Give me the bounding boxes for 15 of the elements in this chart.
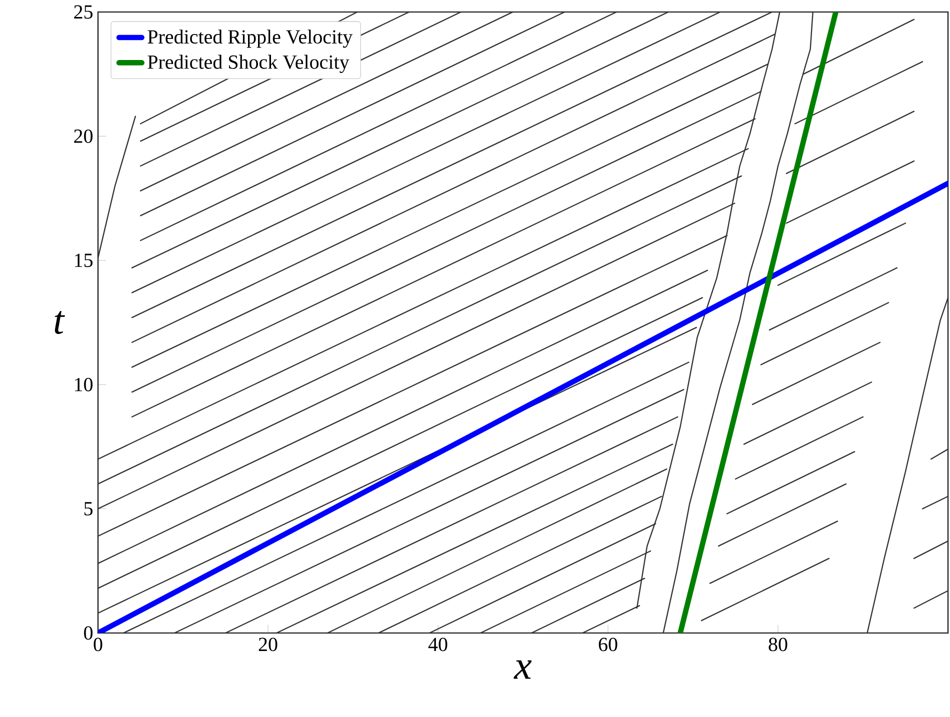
x-tick-label: 20: [258, 638, 278, 652]
y-tick-label: 20: [74, 129, 93, 143]
x-tick-label: 60: [598, 638, 618, 652]
x-axis-title: x: [514, 660, 532, 679]
y-axis-title: t: [54, 311, 65, 334]
y-tick-label: 10: [75, 378, 93, 392]
y-tick-label: 0: [84, 626, 93, 640]
x-tick-label: 40: [428, 638, 448, 652]
legend-label: Predicted Shock Velocity: [148, 54, 350, 73]
legend-label: Predicted Ripple Velocity: [148, 30, 353, 48]
y-tick-label: 15: [75, 254, 93, 268]
y-tick-label: 5: [84, 502, 93, 516]
y-tick-label: 25: [74, 5, 93, 19]
x-tick-label: 80: [768, 638, 788, 652]
x-tick-label: 0: [94, 638, 102, 652]
